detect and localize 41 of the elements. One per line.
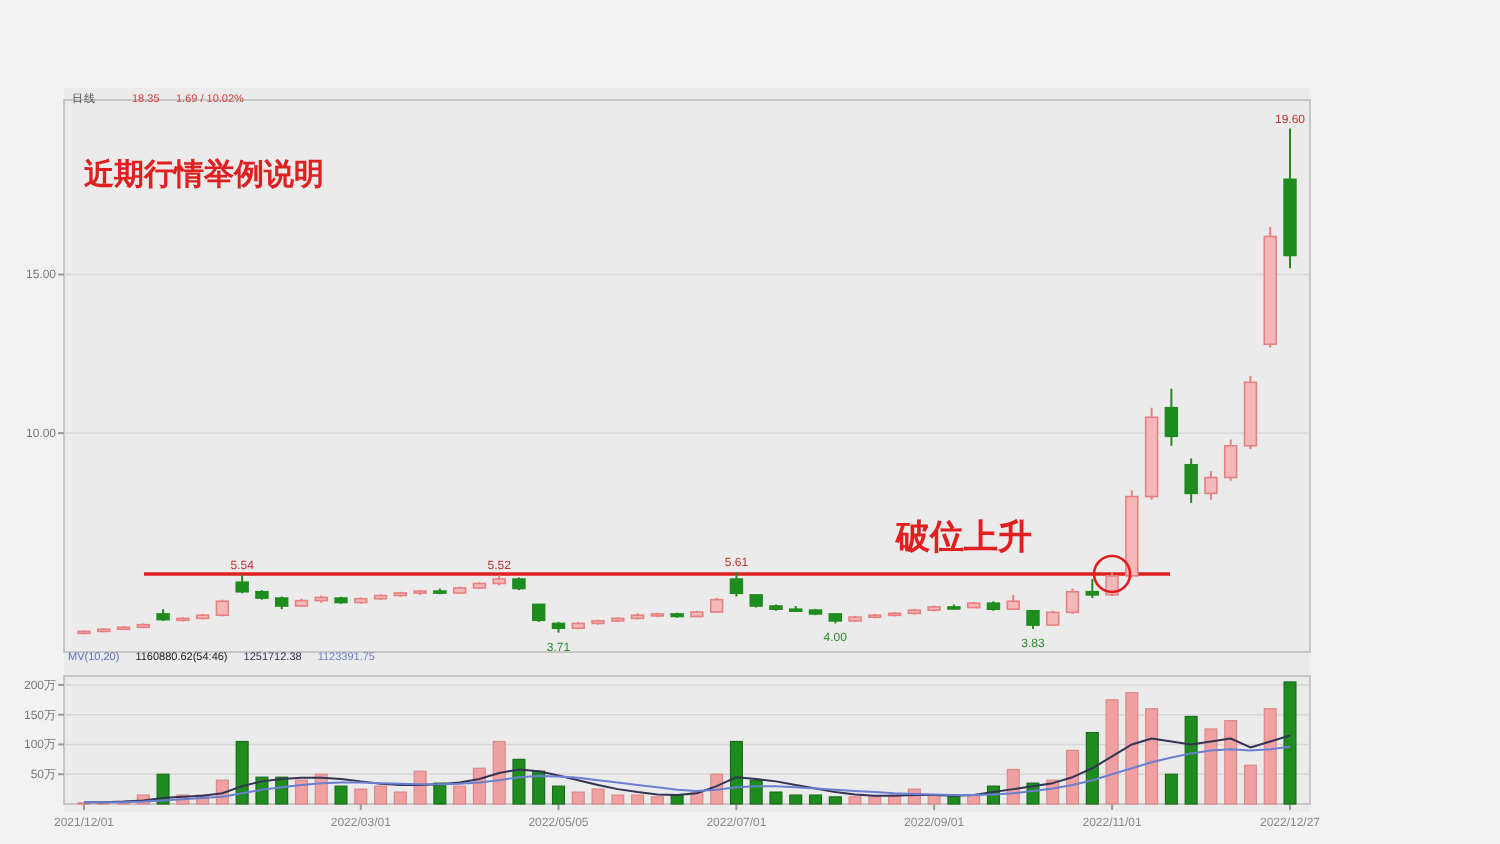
bar xyxy=(749,779,763,805)
bar xyxy=(453,785,467,805)
bar xyxy=(828,796,842,805)
bar xyxy=(868,796,882,805)
bar xyxy=(848,796,862,805)
annotation: 破位上升 xyxy=(894,518,1032,556)
bar xyxy=(1243,764,1257,805)
bar xyxy=(551,785,566,805)
bar xyxy=(591,788,605,805)
bar xyxy=(808,794,823,805)
bar xyxy=(631,794,645,805)
bar xyxy=(512,758,526,805)
bar xyxy=(1085,731,1099,805)
bar xyxy=(789,794,803,805)
bar xyxy=(611,794,625,805)
bar xyxy=(650,796,664,805)
bar xyxy=(571,791,585,805)
bar xyxy=(413,770,427,805)
bar xyxy=(393,791,407,805)
bar xyxy=(235,740,249,805)
bar xyxy=(1263,708,1277,805)
line-series xyxy=(83,745,1291,804)
bar xyxy=(1283,681,1297,805)
bar xyxy=(1164,773,1178,805)
bar xyxy=(1125,692,1139,805)
bar xyxy=(374,785,388,805)
bar xyxy=(1224,720,1238,805)
bar xyxy=(1065,749,1080,805)
bar xyxy=(769,791,783,805)
bar xyxy=(433,782,447,805)
bar xyxy=(492,740,506,805)
text: 近期行情举例说明 xyxy=(82,156,324,192)
bar xyxy=(1204,728,1218,805)
bar xyxy=(1184,715,1198,805)
bar xyxy=(1145,708,1159,805)
bar xyxy=(947,796,961,805)
bar xyxy=(354,788,368,805)
bar xyxy=(729,740,743,805)
bar xyxy=(294,779,309,805)
bar xyxy=(1105,699,1119,805)
bar xyxy=(334,785,348,805)
